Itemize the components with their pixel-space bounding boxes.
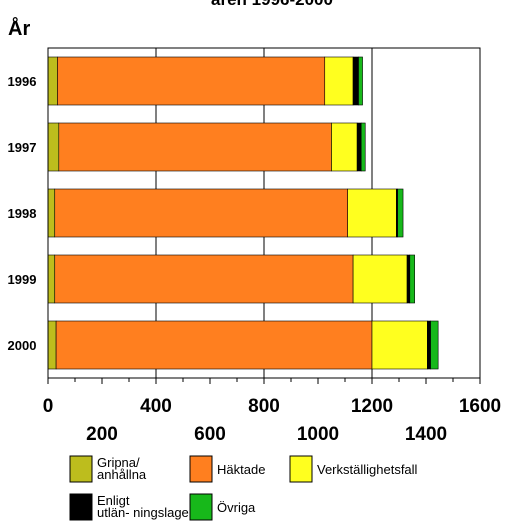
legend-swatch-0 — [69, 455, 93, 483]
x-tick-label-1600: 1600 — [459, 396, 501, 417]
bar-segment-1996-s3 — [352, 56, 359, 106]
y-tick-label-1998: 1998 — [8, 206, 37, 221]
bar-segment-1999-s1 — [54, 254, 354, 304]
legend-label-3: Enligt utlän- ningslagen — [97, 493, 196, 520]
bar-2000 — [47, 320, 439, 370]
bar-segment-1997-s3 — [356, 122, 362, 172]
bar-segment-1996-s1 — [57, 56, 326, 106]
bar-segment-1998-s1 — [54, 188, 349, 238]
x-tick-label-400: 400 — [140, 396, 172, 417]
bar-segment-1997-s1 — [58, 122, 332, 172]
x-tick-label-1200: 1200 — [351, 396, 393, 417]
legend-item-4: Övriga — [189, 493, 256, 521]
bar-segment-1999-s4 — [409, 254, 415, 304]
bar-segment-2000-s1 — [55, 320, 373, 370]
legend-label-line-0-0: Gripna/ — [97, 455, 140, 470]
x-tick-label-600: 600 — [194, 424, 226, 445]
bar-segment-2000-s4 — [430, 320, 439, 370]
legend-label-4: Övriga — [217, 500, 256, 515]
y-tick-label-1996: 1996 — [8, 74, 37, 89]
legend: Gripna/anhållna Häktade Verkställighetsfal… — [69, 455, 418, 521]
y-tick-label-1999: 1999 — [8, 272, 37, 287]
legend-label-0: Gripna/anhållna — [97, 455, 147, 482]
bar-segment-2000-s0 — [47, 320, 57, 370]
bar-segment-1996-s2 — [324, 56, 354, 106]
legend-swatch-1 — [189, 455, 213, 483]
y-tick-label-1997: 1997 — [8, 140, 37, 155]
legend-label-line-0-1: anhållna — [97, 467, 147, 482]
x-tick-label-1000: 1000 — [297, 424, 339, 445]
x-tick-label-0: 0 — [43, 396, 54, 417]
x-tick-label-200: 200 — [86, 424, 118, 445]
plot-area: 1996 1997 1998 1999 2000 — [8, 47, 481, 379]
bar-segment-1998-s0 — [47, 188, 56, 238]
x-tick-label-800: 800 — [248, 396, 280, 417]
legend-label-line-3-1: utlän- ningslagen — [97, 505, 196, 520]
bar-1997 — [47, 122, 366, 172]
bar-segment-2000-s3 — [427, 320, 431, 370]
chart-title: åren 1996-2000 — [211, 0, 333, 9]
bar-segment-1999-s2 — [352, 254, 408, 304]
bar-segment-1996-s4 — [358, 56, 363, 106]
legend-item-2: Verkställighetsfall — [289, 455, 418, 483]
legend-item-3: Enligt utlän- ningslagen — [69, 493, 196, 521]
bar-1998 — [47, 188, 404, 238]
legend-swatch-4 — [189, 493, 213, 521]
bar-segment-2000-s2 — [371, 320, 428, 370]
bar-segment-1999-s3 — [406, 254, 411, 304]
bar-segment-1999-s0 — [47, 254, 56, 304]
legend-label-1: Häktade — [217, 462, 265, 477]
x-axis: 0 400 800 1200 1600 200 600 1000 1400 — [43, 378, 501, 445]
legend-label-line-3-0: Enligt — [97, 493, 130, 508]
bar-1999 — [47, 254, 415, 304]
bar-1996 — [47, 56, 363, 106]
y-axis-title: År — [8, 16, 30, 40]
legend-item-1: Häktade — [189, 455, 265, 483]
legend-swatch-3 — [69, 493, 93, 521]
bar-segment-1997-s2 — [331, 122, 358, 172]
bar-segment-1998-s4 — [397, 188, 404, 238]
bar-segment-1996-s0 — [47, 56, 58, 106]
bar-segment-1998-s2 — [347, 188, 397, 238]
bar-segment-1997-s4 — [360, 122, 366, 172]
y-tick-label-2000: 2000 — [8, 338, 37, 353]
legend-swatch-2 — [289, 455, 313, 483]
x-tick-label-1400: 1400 — [405, 424, 447, 445]
bar-segment-1997-s0 — [47, 122, 60, 172]
legend-label-2: Verkställighetsfall — [317, 462, 418, 477]
legend-item-0: Gripna/anhållna — [69, 455, 147, 483]
